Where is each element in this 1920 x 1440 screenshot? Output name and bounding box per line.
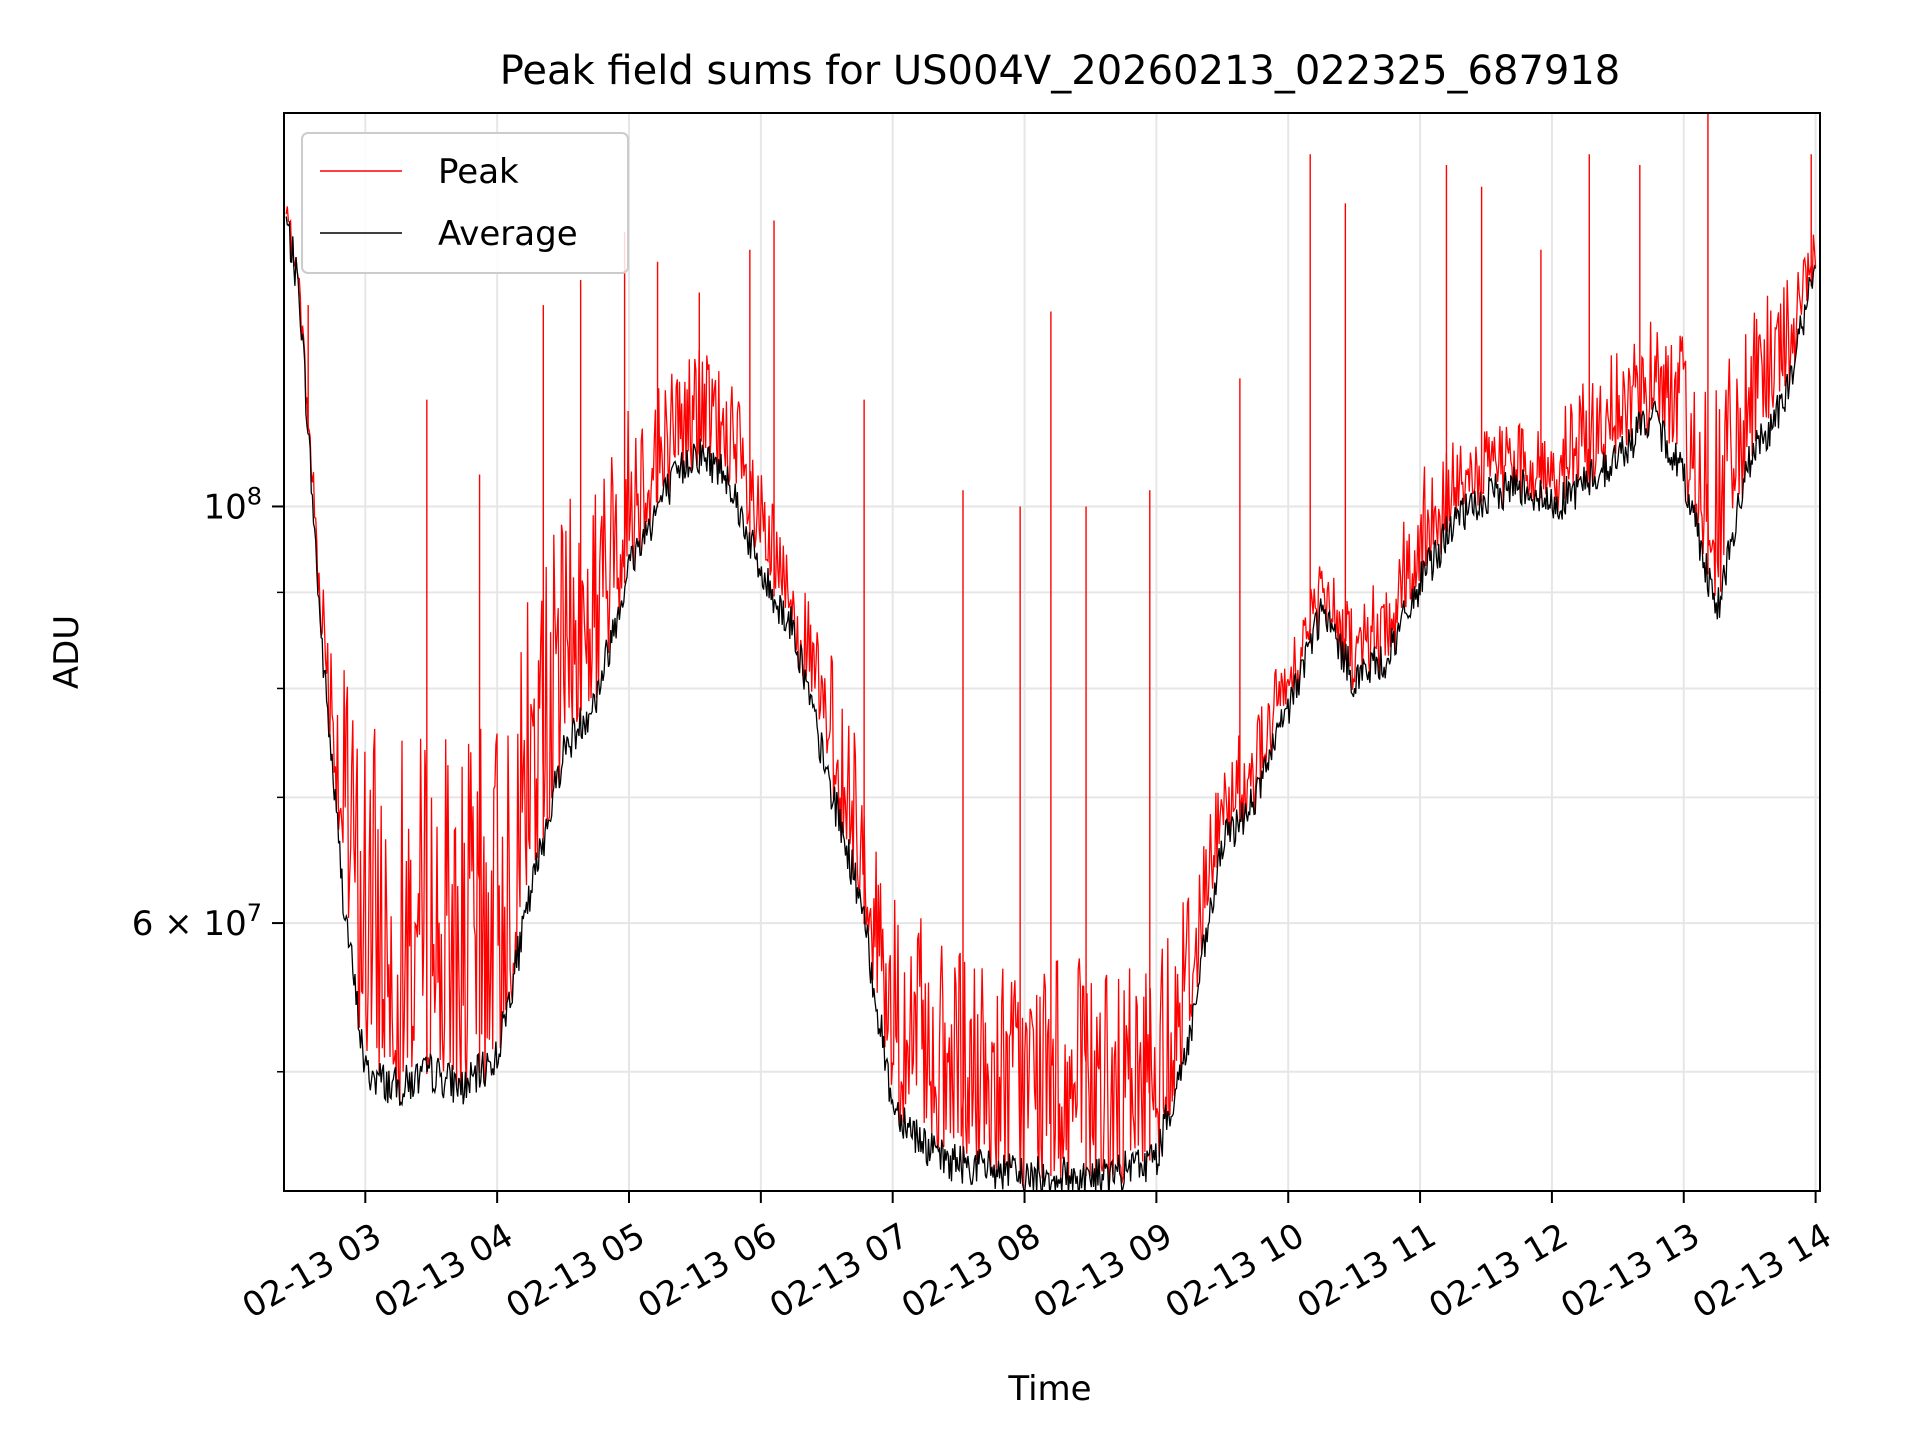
y-axis-label: ADU	[47, 615, 87, 689]
grid	[284, 113, 1820, 1191]
y-axis: 108 6 × 107	[132, 482, 284, 1073]
legend-label-peak: Peak	[438, 152, 519, 192]
legend: Peak Average	[301, 132, 629, 274]
series-layer	[285, 113, 1817, 1191]
plot-frame	[283, 112, 1821, 1192]
legend-box	[301, 132, 629, 274]
chart-title: Peak field sums for US004V_20260213_0223…	[500, 48, 1621, 94]
average-series-line	[285, 216, 1817, 1191]
y-tick-label: 108	[203, 482, 262, 527]
x-axis-label: Time	[1007, 1369, 1091, 1409]
y-tick-label: 6 × 107	[132, 899, 262, 944]
legend-label-average: Average	[438, 214, 578, 254]
